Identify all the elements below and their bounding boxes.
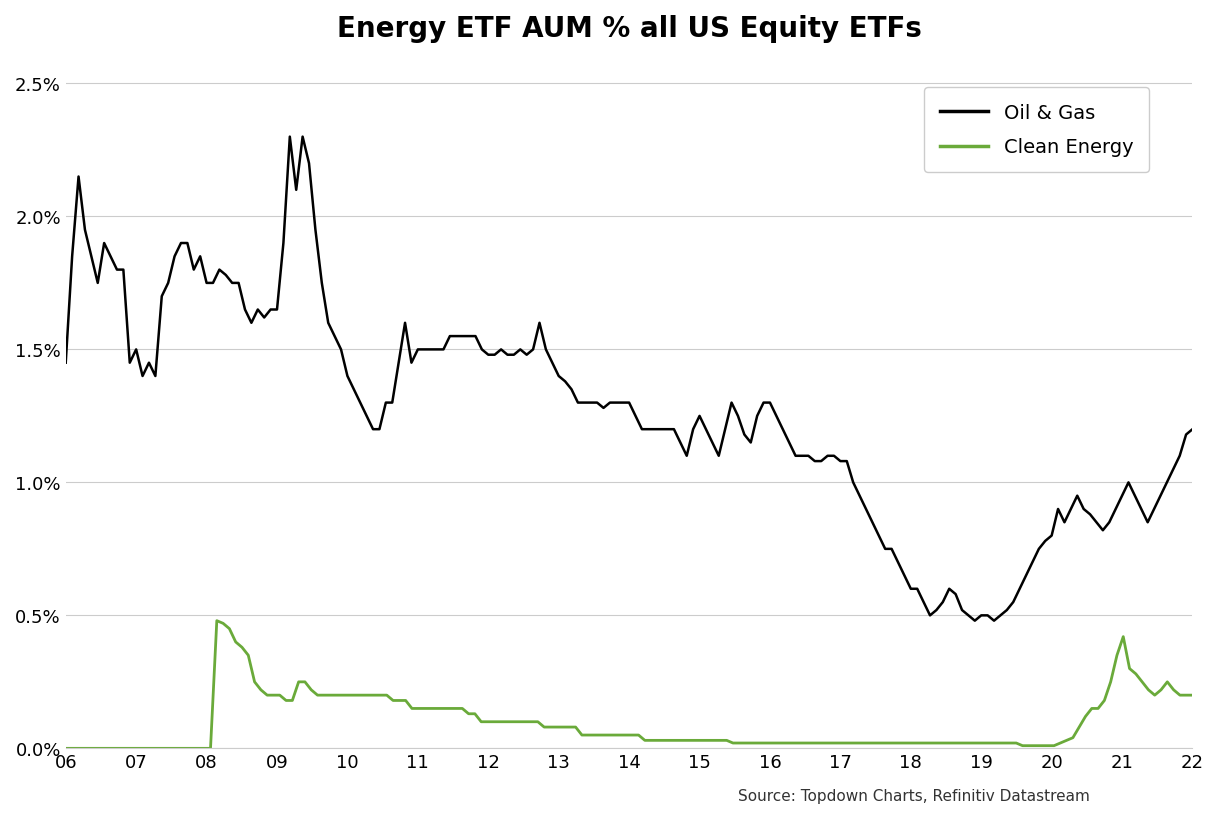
Oil & Gas: [423, 345, 438, 355]
Oil & Gas: [730, 411, 745, 421]
Clean Energy: [77, 744, 91, 753]
Line: Clean Energy: Clean Energy: [66, 621, 1192, 749]
Clean Energy: [59, 744, 73, 753]
Legend: Oil & Gas, Clean Energy: Oil & Gas, Clean Energy: [924, 88, 1150, 173]
Oil & Gas: [59, 359, 73, 369]
Clean Energy: [190, 744, 205, 753]
Oil & Gas: [385, 398, 400, 408]
Clean Energy: [492, 717, 507, 726]
Oil & Gas: [1185, 425, 1199, 435]
Line: Oil & Gas: Oil & Gas: [66, 138, 1192, 621]
Clean Energy: [210, 616, 224, 626]
Title: Energy ETF AUM % all US Equity ETFs: Energy ETF AUM % all US Equity ETFs: [336, 15, 922, 43]
Oil & Gas: [968, 616, 983, 626]
Text: Source: Topdown Charts, Refinitiv Datastream: Source: Topdown Charts, Refinitiv Datast…: [739, 788, 1090, 803]
Clean Energy: [1153, 685, 1168, 695]
Oil & Gas: [283, 133, 297, 143]
Clean Energy: [297, 677, 312, 687]
Oil & Gas: [884, 545, 898, 554]
Clean Energy: [1065, 733, 1080, 743]
Oil & Gas: [1031, 545, 1046, 554]
Clean Energy: [1185, 690, 1199, 700]
Oil & Gas: [756, 398, 770, 408]
